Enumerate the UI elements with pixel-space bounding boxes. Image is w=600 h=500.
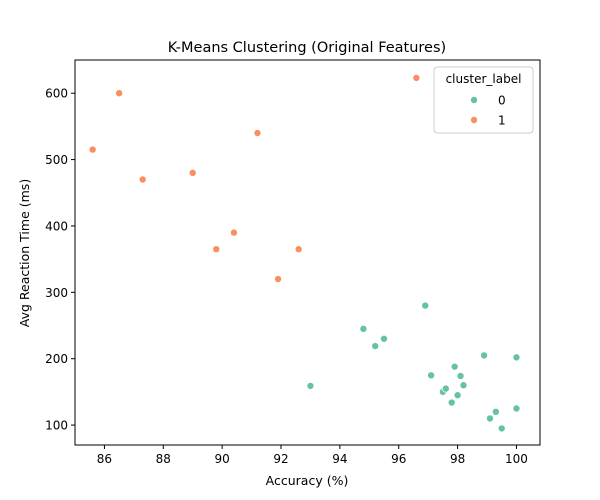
x-tick-label: 96 xyxy=(391,452,406,466)
legend-marker-1 xyxy=(469,116,478,125)
x-tick-label: 92 xyxy=(273,452,288,466)
y-tick-label: 600 xyxy=(45,87,68,101)
x-tick-label: 100 xyxy=(505,452,528,466)
data-points xyxy=(88,73,521,433)
data-point-cluster-0 xyxy=(512,353,521,362)
data-point-cluster-1 xyxy=(115,89,124,98)
data-point-cluster-0 xyxy=(441,384,450,393)
legend-label-1: 1 xyxy=(498,114,506,128)
legend-box xyxy=(433,66,534,134)
data-point-cluster-0 xyxy=(456,371,465,380)
x-axis-ticks: 86 88 90 92 94 96 98 100 xyxy=(97,445,528,466)
data-point-cluster-0 xyxy=(371,342,380,351)
chart-title: K-Means Clustering (Original Features) xyxy=(168,40,446,56)
data-point-cluster-1 xyxy=(138,175,147,184)
data-point-cluster-1 xyxy=(229,228,238,237)
data-point-cluster-0 xyxy=(491,407,500,416)
data-point-cluster-0 xyxy=(497,424,506,433)
data-point-cluster-0 xyxy=(447,398,456,407)
plot-frame xyxy=(74,59,541,446)
legend: cluster_label 0 1 xyxy=(433,66,534,134)
legend-title: cluster_label xyxy=(446,72,522,86)
x-tick-label: 86 xyxy=(97,452,112,466)
data-point-cluster-0 xyxy=(450,362,459,371)
data-point-cluster-1 xyxy=(253,129,262,138)
y-tick-label: 500 xyxy=(45,153,68,167)
y-tick-label: 300 xyxy=(45,286,68,300)
legend-label-0: 0 xyxy=(498,94,506,108)
plot-area: 86 88 90 92 94 96 98 100 100 200 300 400 500 600 xyxy=(45,59,541,466)
data-point-cluster-1 xyxy=(188,168,197,177)
y-axis-label: Avg Reaction Time (ms) xyxy=(17,179,32,327)
data-point-cluster-1 xyxy=(412,73,421,82)
data-point-cluster-0 xyxy=(359,324,368,333)
data-point-cluster-0 xyxy=(306,381,315,390)
x-axis-label: Accuracy (%) xyxy=(266,473,349,488)
x-tick-label: 94 xyxy=(332,452,347,466)
data-point-cluster-1 xyxy=(212,245,221,254)
data-point-cluster-0 xyxy=(485,414,494,423)
y-tick-label: 400 xyxy=(45,219,68,233)
data-point-cluster-1 xyxy=(294,245,303,254)
data-point-cluster-0 xyxy=(453,391,462,400)
x-tick-label: 88 xyxy=(156,452,171,466)
legend-marker-0 xyxy=(469,96,478,105)
data-point-cluster-0 xyxy=(380,334,389,343)
y-axis-ticks: 100 200 300 400 500 600 xyxy=(45,87,75,433)
x-tick-label: 98 xyxy=(450,452,465,466)
data-point-cluster-0 xyxy=(512,404,521,413)
x-tick-label: 90 xyxy=(215,452,230,466)
y-tick-label: 100 xyxy=(45,419,68,433)
y-tick-label: 200 xyxy=(45,352,68,366)
data-point-cluster-0 xyxy=(421,301,430,310)
data-point-cluster-0 xyxy=(427,371,436,380)
data-point-cluster-1 xyxy=(88,145,97,154)
data-point-cluster-0 xyxy=(480,351,489,360)
data-point-cluster-0 xyxy=(459,381,468,390)
data-point-cluster-1 xyxy=(274,275,283,284)
